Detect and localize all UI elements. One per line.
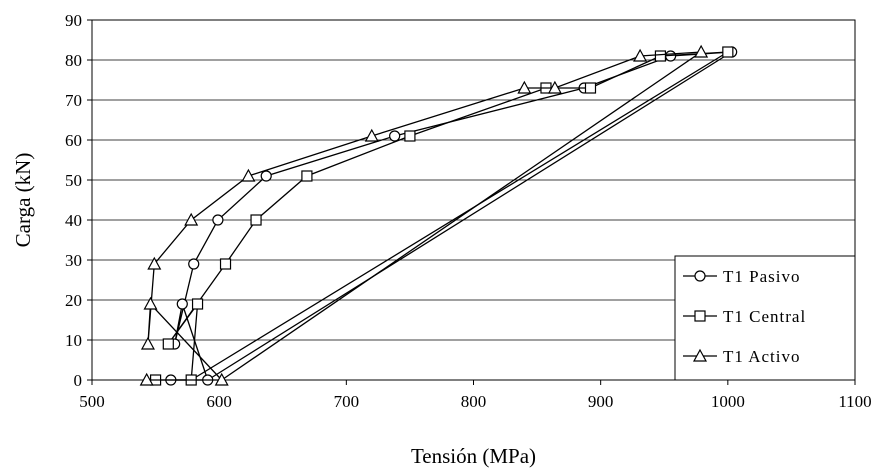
data-point bbox=[214, 372, 229, 386]
data-point bbox=[722, 46, 734, 58]
y-tick-label: 40 bbox=[65, 211, 82, 230]
data-point bbox=[404, 130, 416, 142]
data-point bbox=[364, 128, 379, 142]
data-point bbox=[654, 50, 667, 62]
data-point bbox=[517, 80, 532, 94]
series-2 bbox=[149, 46, 734, 386]
data-point bbox=[584, 82, 597, 94]
legend-marker bbox=[692, 348, 708, 362]
y-tick-label: 90 bbox=[65, 11, 82, 30]
data-point bbox=[260, 170, 272, 182]
legend-marker bbox=[694, 270, 706, 282]
legend-item: T1 Pasivo bbox=[683, 267, 800, 286]
legend: T1 Pasivo T1 Central T1 Activo bbox=[674, 255, 856, 381]
x-axis-title: Tensión (MPa) bbox=[411, 444, 536, 468]
x-tick-label: 500 bbox=[79, 392, 105, 411]
data-point bbox=[241, 168, 256, 182]
data-point bbox=[547, 80, 562, 94]
y-tick-label: 50 bbox=[65, 171, 82, 190]
y-tick-label: 10 bbox=[65, 331, 82, 350]
data-point bbox=[212, 214, 224, 226]
y-tick-label: 80 bbox=[65, 51, 82, 70]
x-tick-label: 1100 bbox=[838, 392, 871, 411]
data-point bbox=[633, 48, 648, 62]
data-point bbox=[301, 170, 313, 182]
legend-label: T1 Central bbox=[723, 307, 806, 326]
axis-ticks: 0 10 20 30 40 50 60 70 80 90 500 600 700 800 900 1000 11… bbox=[65, 11, 872, 411]
y-tick-label: 30 bbox=[65, 251, 82, 270]
y-tick-label: 70 bbox=[65, 91, 82, 110]
x-tick-label: 900 bbox=[588, 392, 614, 411]
x-tick-label: 600 bbox=[206, 392, 232, 411]
x-tick-label: 800 bbox=[461, 392, 487, 411]
y-tick-label: 60 bbox=[65, 131, 82, 150]
data-point bbox=[139, 372, 154, 386]
x-tick-label: 700 bbox=[334, 392, 360, 411]
legend-label: T1 Activo bbox=[723, 347, 800, 366]
data-point bbox=[219, 258, 232, 270]
y-tick-label: 0 bbox=[74, 371, 83, 390]
series-layer bbox=[139, 44, 738, 386]
data-point bbox=[140, 336, 155, 350]
y-tick-label: 20 bbox=[65, 291, 82, 310]
y-axis-title: Carga (kN) bbox=[11, 153, 35, 248]
data-point bbox=[389, 130, 401, 142]
data-point bbox=[191, 298, 204, 310]
legend-item: T1 Central bbox=[683, 307, 806, 326]
series-line bbox=[155, 51, 729, 381]
data-point bbox=[162, 338, 174, 350]
series-line bbox=[146, 51, 704, 381]
data-point bbox=[147, 256, 162, 270]
x-tick-label: 1000 bbox=[711, 392, 745, 411]
data-point bbox=[250, 214, 262, 226]
data-point bbox=[694, 44, 709, 58]
data-point bbox=[184, 212, 199, 226]
legend-label: T1 Pasivo bbox=[723, 267, 800, 286]
data-point bbox=[143, 296, 158, 310]
legend-marker bbox=[694, 310, 706, 322]
series-3 bbox=[139, 44, 709, 386]
data-point bbox=[188, 258, 200, 270]
data-point bbox=[176, 298, 188, 310]
legend-item: T1 Activo bbox=[683, 347, 800, 366]
